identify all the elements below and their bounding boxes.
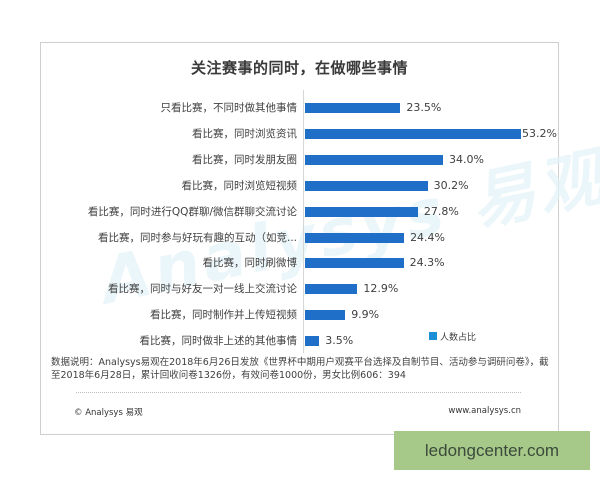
bar — [305, 232, 405, 243]
value-label: 30.2% — [433, 178, 469, 192]
bar — [305, 310, 346, 321]
bar — [305, 206, 418, 217]
value-label: 24.3% — [409, 256, 445, 270]
data-note: 数据说明：Analysys易观在2018年6月26日发放《世界杯中期用户观赛平台… — [51, 357, 549, 381]
bar-row: 看比赛，同时发朋友圈 34.0% — [41, 152, 560, 168]
bar-row: 只看比赛，不同时做其他事情 23.5% — [41, 100, 560, 116]
chart-frame: Analysys 易观分析 关注赛事的同时，在做哪些事情 只看比赛，不同时做其他… — [40, 42, 600, 435]
bar — [305, 336, 320, 347]
value-label: 53.2% — [521, 126, 557, 140]
category-label: 看比赛，同时刷微博 — [202, 257, 298, 270]
value-label: 12.9% — [363, 282, 399, 296]
bar — [305, 128, 521, 139]
value-label: 9.9% — [351, 308, 380, 322]
site-watermark-stamp: ledongcenter.com — [394, 431, 590, 470]
category-label: 只看比赛，不同时做其他事情 — [160, 102, 298, 114]
category-label: 看比赛，同时进行QQ群聊/微信群聊交流讨论 — [87, 205, 297, 218]
bar — [305, 154, 444, 165]
category-label: 看比赛，同时参与好玩有趣的互动（如竞... — [97, 231, 297, 244]
legend: 人数占比 — [429, 330, 477, 343]
legend-label: 人数占比 — [440, 332, 477, 343]
category-label: 看比赛，同时做非上述的其他事情 — [139, 335, 298, 348]
bar-row: 看比赛，同时刷微博 24.3% — [41, 255, 560, 271]
category-label: 看比赛，同时浏览短视频 — [181, 179, 298, 192]
bar-row: 看比赛，同时与好友一对一线上交流讨论 12.9% — [41, 281, 560, 297]
bar-row: 看比赛，同时浏览资讯 53.2% — [41, 126, 560, 142]
bar-row: 看比赛，同时参与好玩有趣的互动（如竞... 24.4% — [41, 230, 560, 246]
category-label: 看比赛，同时发朋友圈 — [192, 153, 297, 166]
value-label: 23.5% — [406, 101, 442, 114]
bar-row: 看比赛，同时进行QQ群聊/微信群聊交流讨论 27.8% — [41, 204, 560, 220]
value-label: 34.0% — [449, 152, 484, 166]
bar-row: 看比赛，同时浏览短视频 30.2% — [41, 178, 560, 194]
bar — [305, 284, 358, 295]
category-label: 看比赛，同时与好友一对一线上交流讨论 — [108, 283, 297, 296]
bar — [305, 180, 428, 191]
copyright-text: © Analysys 易观 — [74, 408, 143, 418]
bar-row: 看比赛，同时做非上述的其他事情 3.5% — [41, 333, 560, 349]
value-label: 3.5% — [325, 334, 354, 348]
value-label: 24.4% — [410, 230, 446, 244]
bar — [305, 103, 401, 113]
website-link[interactable]: www.analysys.cn — [448, 406, 521, 416]
footer-divider — [76, 392, 521, 393]
chart-title: 关注赛事的同时，在做哪些事情 — [190, 59, 408, 77]
legend-swatch — [429, 332, 437, 340]
y-axis-line — [303, 90, 304, 353]
bar — [305, 258, 404, 269]
value-label: 27.8% — [423, 204, 459, 218]
category-label: 看比赛，同时制作并上传短视频 — [150, 309, 297, 322]
bar-row: 看比赛，同时制作并上传短视频 9.9% — [41, 307, 560, 323]
category-label: 看比赛，同时浏览资讯 — [192, 127, 297, 140]
